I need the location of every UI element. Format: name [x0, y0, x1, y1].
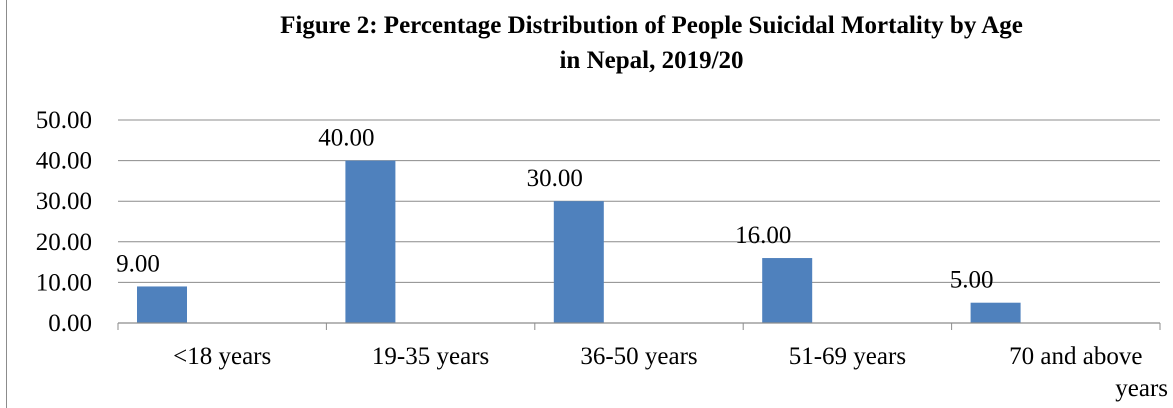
- x-tick-label: 51-69 years: [789, 343, 906, 370]
- x-tick-label: <18 years: [173, 343, 271, 370]
- y-tick-label: 20.00: [36, 229, 92, 256]
- bar: [970, 302, 1021, 323]
- chart-title-line-2: in Nepal, 2019/20: [559, 47, 744, 74]
- x-tick-label: years: [1115, 375, 1168, 402]
- y-tick-label: 0.00: [48, 310, 92, 337]
- y-tick-label: 50.00: [36, 107, 92, 134]
- data-labels: 9.00 40.00 30.00 16.00 5.00: [116, 125, 993, 294]
- x-tick-label: 19-35 years: [372, 343, 489, 370]
- bar: [553, 201, 604, 323]
- bar: [345, 160, 396, 323]
- data-label: 9.00: [116, 250, 160, 277]
- bar: [762, 258, 813, 323]
- bars: [137, 160, 1021, 323]
- data-label: 16.00: [735, 222, 791, 249]
- data-label: 40.00: [318, 125, 374, 152]
- axes: 0.00 10.00 20.00 30.00 40.00 50.00 <18 years 19…: [36, 107, 1168, 402]
- y-tick-label: 30.00: [36, 188, 92, 215]
- page-border: [6, 0, 7, 408]
- x-tick-label: 70 and above: [1009, 343, 1142, 370]
- chart-title-line-1: Figure 2: Percentage Distribution of Peo…: [280, 12, 1023, 39]
- gridlines: [118, 119, 1160, 283]
- y-tick-label: 10.00: [36, 269, 92, 296]
- bar: [137, 286, 187, 323]
- y-tick-label: 40.00: [36, 148, 92, 175]
- data-label: 5.00: [950, 267, 994, 294]
- x-tick-label: 36-50 years: [580, 343, 697, 370]
- chart-title: Figure 2: Percentage Distribution of Peo…: [0, 8, 1173, 78]
- data-label: 30.00: [527, 165, 583, 192]
